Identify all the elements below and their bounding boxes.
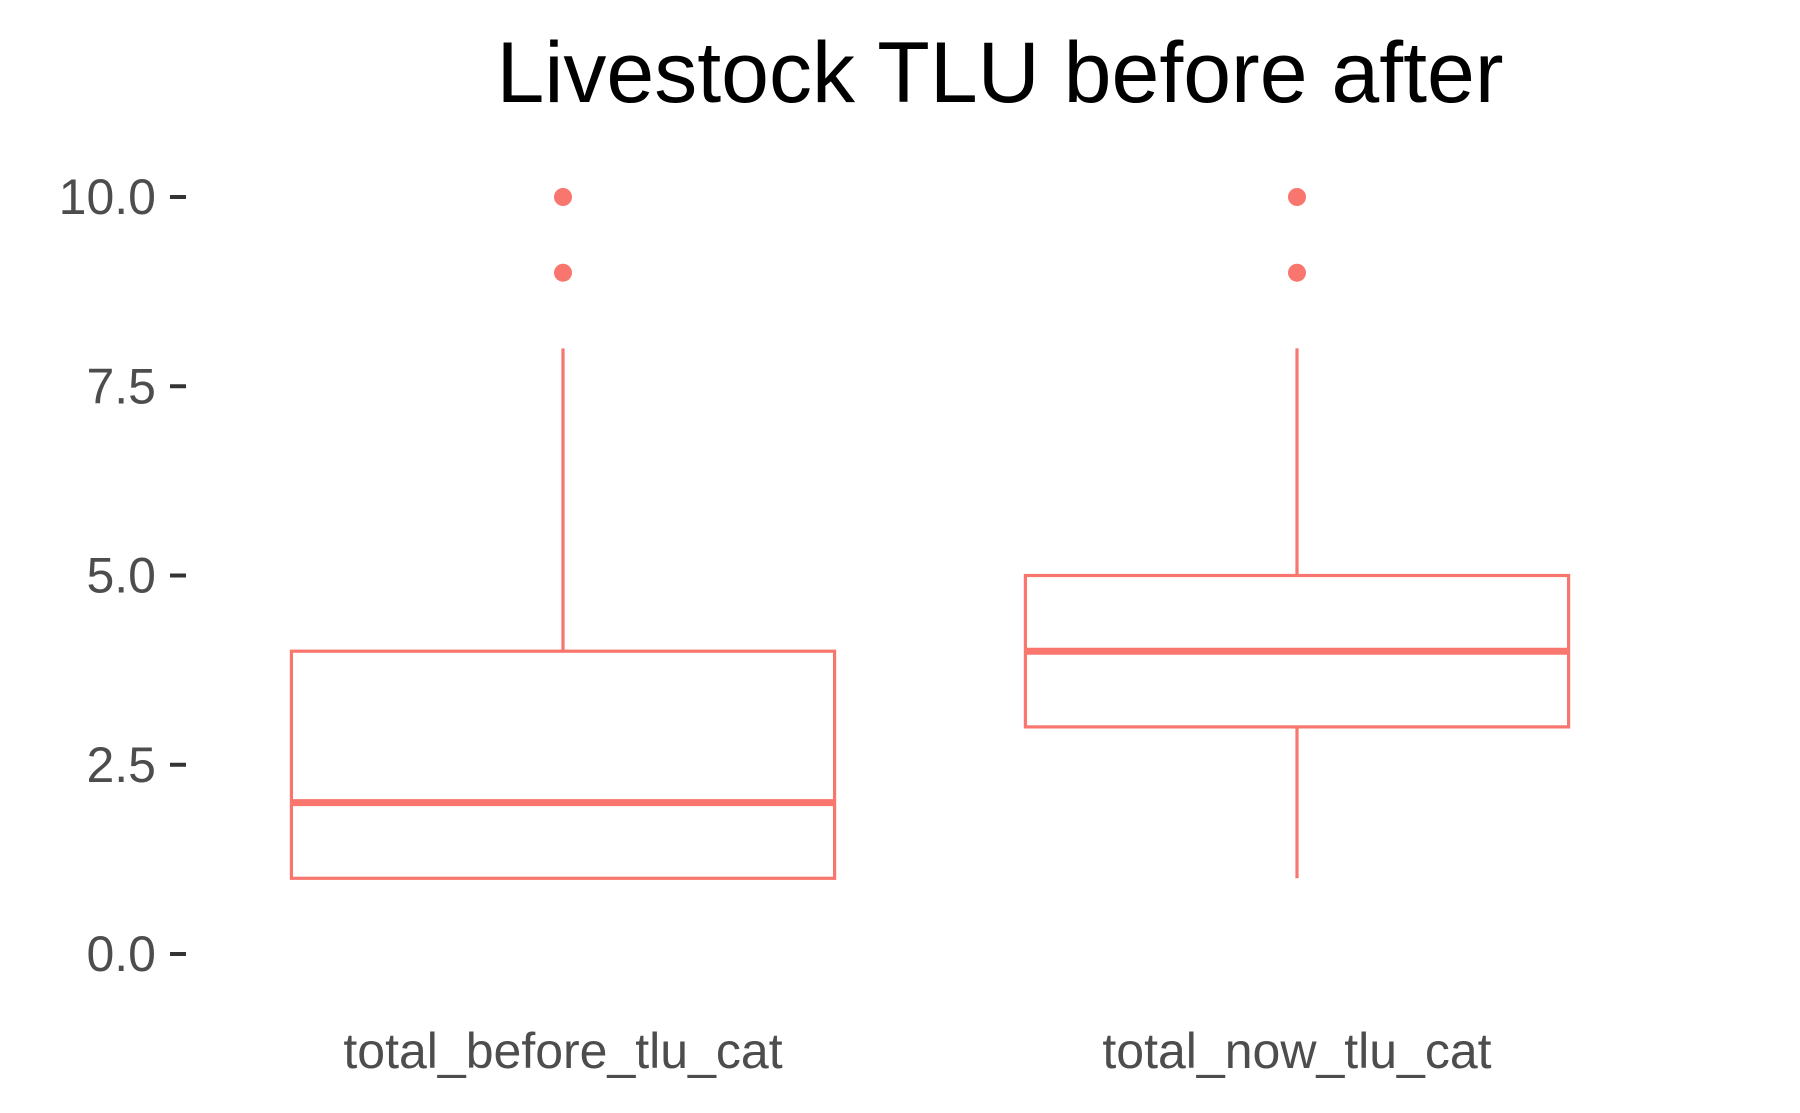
y-tick-label: 0.0: [86, 926, 156, 982]
x-axis: total_before_tlu_cat total_now_tlu_cat: [343, 1023, 1491, 1079]
box-group: [289, 188, 837, 880]
outlier-point: [554, 188, 572, 206]
box-iqr: [289, 649, 837, 880]
plot-area: [289, 188, 1571, 880]
y-tick-label: 2.5: [86, 737, 156, 793]
x-tick-label: total_now_tlu_cat: [1102, 1023, 1491, 1079]
box-group: [1023, 188, 1571, 879]
outlier-point: [554, 263, 572, 282]
chart-title: Livestock TLU before after: [496, 25, 1503, 121]
y-tick-label: 10.0: [59, 169, 156, 225]
outlier-point: [1288, 188, 1306, 206]
outlier-point: [1288, 263, 1306, 282]
x-tick-label: total_before_tlu_cat: [343, 1023, 782, 1079]
y-tick-label: 5.0: [86, 548, 156, 604]
y-tick-label: 7.5: [86, 358, 156, 414]
y-axis: 0.0 2.5 5.0 7.5 10.0: [59, 169, 186, 982]
